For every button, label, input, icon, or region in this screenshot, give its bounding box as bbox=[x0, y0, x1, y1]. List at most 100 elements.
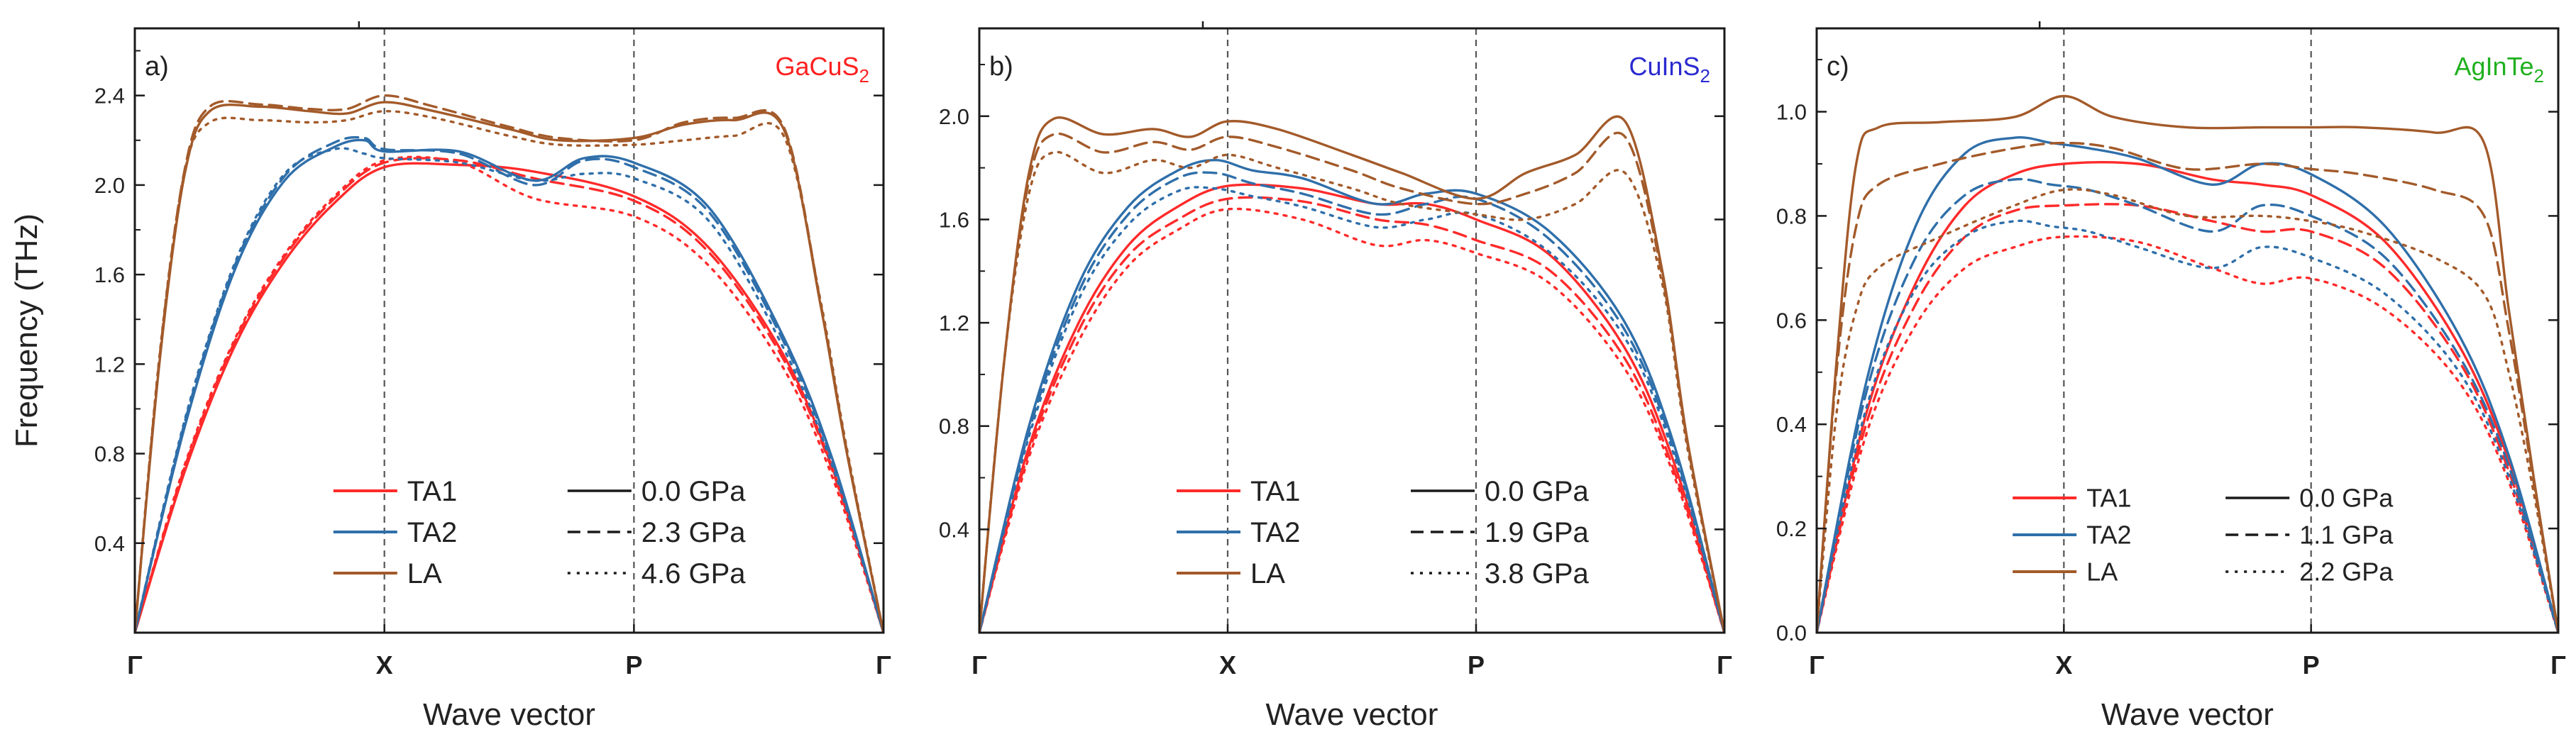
series-ta2-22gpa bbox=[1817, 219, 2558, 633]
legend-label-pressure-1: 0.0 GPa bbox=[1485, 476, 1590, 507]
series-ta2-00gpa bbox=[1817, 136, 2558, 633]
series-la-46gpa bbox=[135, 110, 884, 633]
panel-label: b) bbox=[989, 52, 1013, 82]
series-ta1-11gpa bbox=[1817, 203, 2558, 633]
x-tick-label-2: X bbox=[1219, 650, 1236, 679]
series-ta2-46gpa bbox=[135, 147, 884, 633]
series-ta1-00gpa bbox=[979, 183, 1724, 633]
series-la-00gpa bbox=[979, 115, 1724, 633]
y-tick-label: 1.2 bbox=[94, 352, 125, 377]
legend-label-pressure-2: 2.3 GPa bbox=[642, 517, 747, 548]
y-tick-label: 1.2 bbox=[939, 311, 969, 335]
compound-label: GaCuS2 bbox=[775, 52, 869, 87]
series-ta2-23gpa bbox=[135, 135, 884, 633]
x-tick-label-1: Γ bbox=[1809, 650, 1824, 679]
series-group bbox=[1817, 94, 2558, 633]
x-tick-label-4: Γ bbox=[2550, 650, 2566, 679]
plot-frame bbox=[133, 27, 885, 634]
x-tick-label-2: X bbox=[376, 650, 393, 679]
legend-label-ta2: TA2 bbox=[407, 517, 457, 548]
x-tick-label-4: Γ bbox=[1717, 650, 1732, 679]
legend-label-ta2: TA2 bbox=[1250, 517, 1300, 548]
y-tick-label: 0.8 bbox=[939, 414, 969, 439]
x-axis-label: Wave vector bbox=[1266, 697, 1438, 732]
series-la-38gpa bbox=[979, 150, 1724, 633]
series-ta1-38gpa bbox=[979, 207, 1724, 633]
series-la-00gpa bbox=[1817, 94, 2558, 633]
series-ta1-22gpa bbox=[1817, 235, 2558, 633]
y-tick-label: 1.0 bbox=[1776, 100, 1807, 125]
legend-label-la: LA bbox=[407, 558, 442, 589]
legend-label-pressure-1: 0.0 GPa bbox=[2299, 484, 2394, 513]
panel-label: a) bbox=[145, 52, 169, 82]
legend-label-ta2: TA2 bbox=[2086, 521, 2131, 550]
series-ta1-00gpa bbox=[1817, 160, 2558, 633]
x-axis-label: Wave vector bbox=[423, 697, 595, 732]
y-tick-label: 2.4 bbox=[94, 84, 125, 109]
legend: TA1 TA2 LA 0.0 GPa 1.9 GPa 3.8 GPa bbox=[1177, 476, 1590, 589]
legend-label-ta1: TA1 bbox=[407, 476, 457, 507]
plot-frame bbox=[978, 27, 1726, 634]
legend: TA1 TA2 LA 0.0 GPa 2.3 GPa 4.6 GPa bbox=[333, 476, 747, 589]
y-tick-label: 0.6 bbox=[1776, 308, 1807, 333]
compound-subscript: 2 bbox=[2534, 65, 2544, 87]
legend-label-pressure-3: 3.8 GPa bbox=[1485, 558, 1590, 589]
series-la-19gpa bbox=[979, 131, 1724, 633]
compound-base: AgInTe bbox=[2454, 52, 2533, 81]
legend-label-pressure-3: 2.2 GPa bbox=[2299, 557, 2394, 587]
x-tick-label-3: P bbox=[625, 650, 642, 679]
y-tick-label: 0.2 bbox=[1776, 516, 1807, 541]
legend-label-la: LA bbox=[1250, 558, 1285, 589]
compound-base: GaCuS bbox=[775, 52, 859, 81]
series-la-22gpa bbox=[1817, 188, 2558, 633]
series-ta1-23gpa bbox=[135, 157, 884, 633]
y-tick-label: 2.0 bbox=[939, 104, 969, 129]
legend-label-ta1: TA1 bbox=[2086, 484, 2131, 513]
compound-base: CuInS bbox=[1629, 52, 1700, 81]
compound-label: CuInS2 bbox=[1629, 52, 1710, 87]
y-axis-label: Frequency (THz) bbox=[9, 213, 44, 448]
x-tick-label-3: P bbox=[1468, 650, 1485, 679]
series-group bbox=[135, 94, 884, 633]
compound-label: AgInTe2 bbox=[2454, 52, 2544, 87]
y-tick-label: 2.0 bbox=[94, 173, 125, 198]
plot-frame bbox=[1815, 27, 2560, 634]
legend-label-pressure-1: 0.0 GPa bbox=[642, 476, 747, 507]
panel-label: c) bbox=[1827, 52, 1849, 82]
y-tick-label: 0.8 bbox=[94, 442, 125, 467]
y-tick-label: 0.8 bbox=[1776, 204, 1807, 228]
series-la-00gpa bbox=[135, 101, 884, 633]
series-group bbox=[979, 115, 1724, 633]
y-tick-label: 0.4 bbox=[1776, 412, 1807, 437]
y-tick-label: 0.4 bbox=[939, 517, 969, 542]
series-ta2-38gpa bbox=[979, 186, 1724, 633]
series-la-11gpa bbox=[1817, 141, 2558, 633]
legend: TA1 TA2 LA 0.0 GPa 1.1 GPa 2.2 GPa bbox=[2013, 484, 2394, 587]
series-ta2-00gpa bbox=[135, 138, 884, 633]
x-tick-label-1: Γ bbox=[127, 650, 143, 679]
y-tick-label: 0.0 bbox=[1776, 621, 1807, 645]
x-tick-label-1: Γ bbox=[971, 650, 987, 679]
legend-label-pressure-2: 1.1 GPa bbox=[2299, 521, 2394, 550]
legend-label-ta1: TA1 bbox=[1250, 476, 1300, 507]
y-tick-label: 0.4 bbox=[94, 531, 125, 556]
series-ta1-46gpa bbox=[135, 155, 884, 633]
y-tick-label: 1.6 bbox=[94, 262, 125, 287]
series-ta1-19gpa bbox=[979, 196, 1724, 633]
x-tick-label-2: X bbox=[2055, 650, 2072, 679]
legend-label-pressure-2: 1.9 GPa bbox=[1485, 517, 1590, 548]
chart-panel-1: 0.4 0.8 1.2 1.6 2.0 2.4 Γ X P Γ Wave vector Frequen… bbox=[9, 21, 891, 732]
legend-label-la: LA bbox=[2086, 557, 2118, 587]
y-tick-label: 1.6 bbox=[939, 207, 969, 232]
compound-subscript: 2 bbox=[1700, 65, 1710, 87]
series-ta2-11gpa bbox=[1817, 177, 2558, 633]
x-tick-label-4: Γ bbox=[876, 650, 891, 679]
series-ta2-19gpa bbox=[979, 171, 1724, 633]
x-tick-label-3: P bbox=[2303, 650, 2320, 679]
series-ta2-00gpa bbox=[979, 158, 1724, 633]
chart-panel-3: 0.0 0.2 0.4 0.6 0.8 1.0 Γ X P Γ Wave vector c) AgInT… bbox=[1776, 21, 2566, 732]
legend-label-pressure-3: 4.6 GPa bbox=[642, 558, 747, 589]
compound-subscript: 2 bbox=[859, 65, 869, 87]
x-axis-label: Wave vector bbox=[2101, 697, 2274, 732]
